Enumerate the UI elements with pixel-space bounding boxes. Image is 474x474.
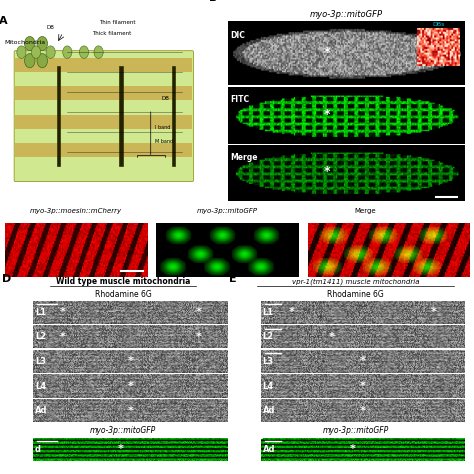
Text: L3: L3: [263, 357, 274, 366]
Text: Wild type muscle mitochondria: Wild type muscle mitochondria: [56, 277, 191, 286]
Text: Mitochondria: Mitochondria: [5, 40, 46, 45]
Text: Thick filament: Thick filament: [92, 31, 132, 36]
Text: d: d: [35, 445, 41, 454]
Text: myo-3p::moesin::mCherry: myo-3p::moesin::mCherry: [30, 208, 122, 214]
Circle shape: [25, 36, 35, 51]
Text: A: A: [0, 16, 7, 26]
Text: DB: DB: [46, 26, 55, 30]
Text: DB: DB: [161, 97, 169, 101]
Text: *: *: [59, 307, 65, 317]
FancyBboxPatch shape: [14, 51, 193, 182]
Bar: [15, 115, 192, 129]
Text: *: *: [288, 307, 294, 317]
Text: *: *: [324, 165, 330, 178]
Text: *: *: [324, 46, 330, 59]
Circle shape: [17, 46, 26, 58]
Bar: [15, 143, 192, 157]
Text: DBs: DBs: [432, 21, 445, 27]
Text: B: B: [209, 0, 217, 3]
Text: E: E: [229, 274, 237, 284]
Text: *: *: [118, 444, 124, 454]
Text: *: *: [324, 108, 330, 120]
Circle shape: [31, 46, 41, 58]
Text: Merge: Merge: [354, 208, 376, 214]
Bar: [15, 86, 192, 100]
Bar: [172, 66, 175, 166]
Text: *: *: [360, 356, 365, 366]
Text: Rhodamine 6G: Rhodamine 6G: [327, 290, 384, 299]
Text: myo-3p::mitoGFP: myo-3p::mitoGFP: [322, 426, 389, 435]
Circle shape: [94, 46, 103, 58]
Text: *: *: [195, 307, 201, 317]
Text: *: *: [349, 444, 356, 454]
Text: vpr-1(tm1411) muscle mitochondria: vpr-1(tm1411) muscle mitochondria: [292, 279, 419, 285]
Circle shape: [25, 54, 35, 68]
Text: myo-3p::mitoGFP: myo-3p::mitoGFP: [197, 208, 258, 214]
Text: L2: L2: [263, 332, 274, 341]
Text: *: *: [128, 406, 133, 416]
Text: M band: M band: [155, 139, 173, 144]
Circle shape: [46, 46, 55, 58]
Text: *: *: [128, 381, 133, 391]
Text: Ad: Ad: [263, 445, 275, 454]
Text: *: *: [431, 307, 437, 317]
Text: L1: L1: [35, 308, 46, 317]
Bar: [119, 66, 123, 166]
Circle shape: [63, 46, 72, 58]
Text: Merge: Merge: [230, 153, 257, 162]
Text: *: *: [360, 406, 365, 416]
Text: Ad: Ad: [263, 406, 275, 415]
Text: *: *: [360, 381, 365, 391]
Circle shape: [37, 54, 47, 68]
Text: L3: L3: [35, 357, 46, 366]
Text: L1: L1: [263, 308, 274, 317]
Text: D: D: [2, 274, 11, 284]
Bar: [57, 66, 60, 166]
Text: L4: L4: [35, 382, 46, 391]
Text: Ad: Ad: [35, 406, 47, 415]
Text: DIC: DIC: [230, 31, 245, 40]
Text: L2: L2: [35, 332, 46, 341]
Text: myo-3p::mitoGFP: myo-3p::mitoGFP: [310, 10, 383, 18]
Text: *: *: [195, 332, 201, 342]
Bar: [15, 58, 192, 72]
Text: I band: I band: [155, 125, 170, 130]
Text: L4: L4: [263, 382, 274, 391]
Circle shape: [37, 36, 47, 51]
Circle shape: [80, 46, 89, 58]
Text: Rhodamine 6G: Rhodamine 6G: [95, 290, 152, 299]
Text: FITC: FITC: [230, 95, 249, 104]
Text: *: *: [59, 332, 65, 342]
Text: Thin filament: Thin filament: [99, 20, 135, 25]
Text: myo-3p::mitoGFP: myo-3p::mitoGFP: [90, 426, 156, 435]
Text: *: *: [329, 332, 335, 342]
Text: *: *: [128, 356, 133, 366]
